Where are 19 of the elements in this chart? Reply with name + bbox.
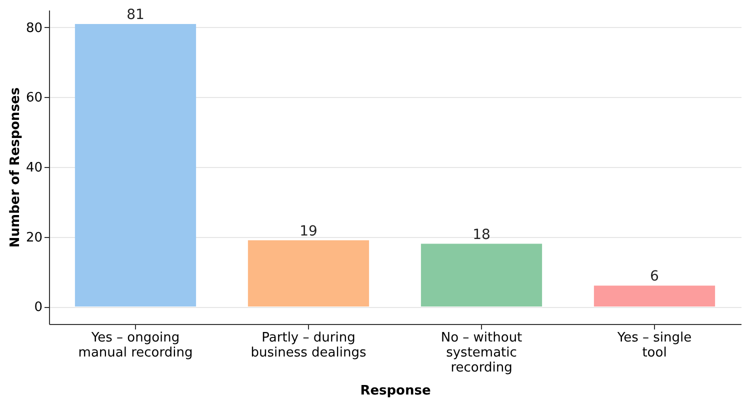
bar (248, 240, 370, 307)
data-label: 81 (126, 6, 144, 23)
x-tick-label: No – without systematic recording (440, 330, 522, 376)
y-tick-label: 60 (26, 90, 42, 106)
bar (74, 24, 196, 307)
y-axis-title: Number of Responses (8, 87, 23, 248)
y-tick-label: 20 (26, 230, 42, 246)
data-label: 19 (300, 223, 318, 240)
data-label: 6 (650, 268, 660, 285)
y-tick-label: 0 (34, 300, 42, 316)
x-tick-label: Yes – single tool (616, 330, 692, 360)
x-tick-label: Partly – during business dealings (250, 330, 366, 360)
x-axis-title: Response (360, 384, 431, 398)
bar (594, 286, 716, 307)
y-tick-label: 40 (26, 160, 42, 176)
y-tick-label: 80 (26, 20, 42, 36)
x-tick-label: Yes – ongoing manual recording (78, 330, 193, 360)
data-label: 18 (472, 226, 490, 243)
bar (420, 244, 542, 307)
